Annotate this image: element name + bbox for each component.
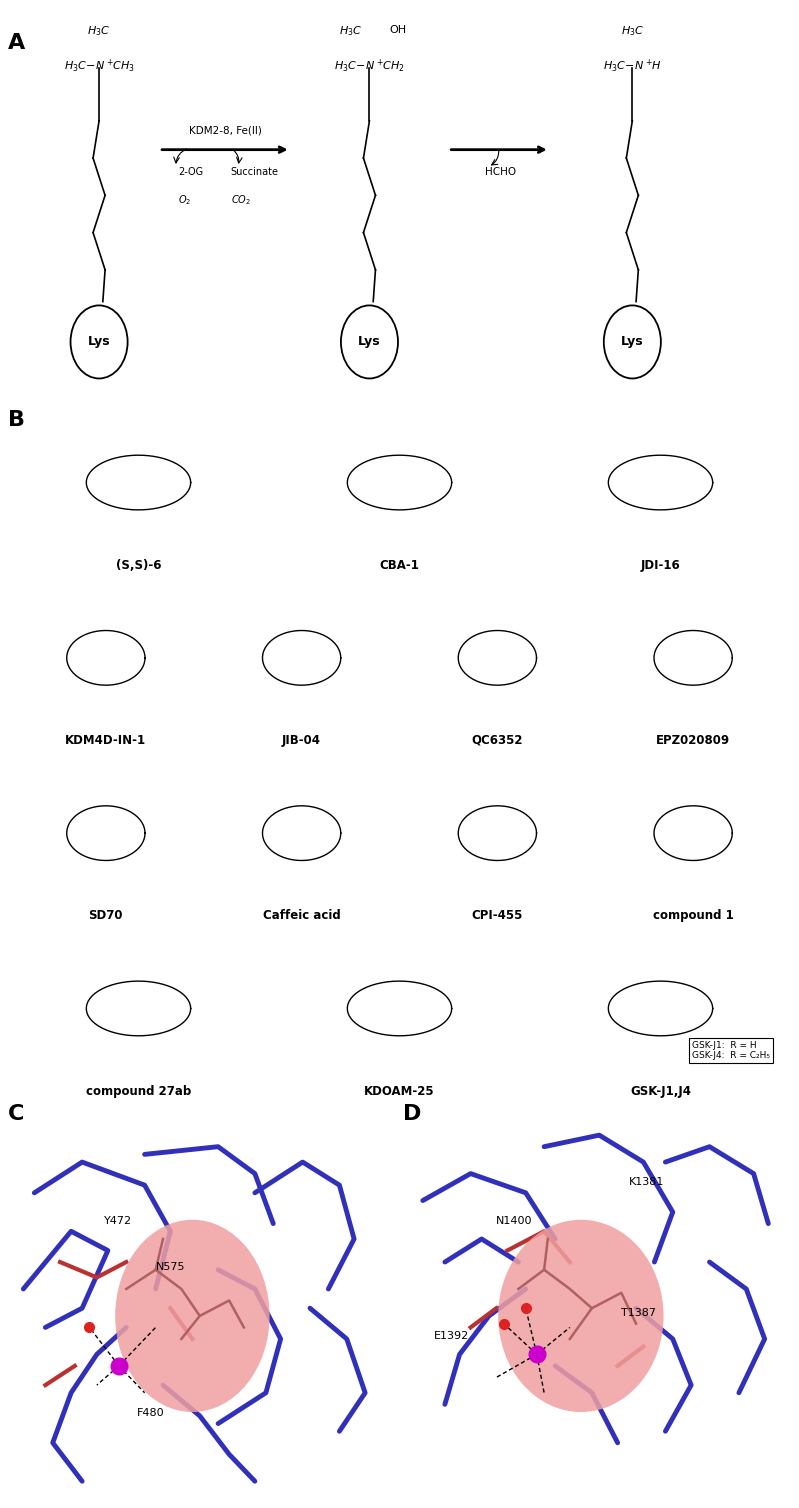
Text: JIB-04: JIB-04 [282,734,321,746]
Text: KDM2-8, Fe(II): KDM2-8, Fe(II) [189,125,262,136]
Text: Caffeic acid: Caffeic acid [263,909,340,923]
Text: $H_3C\!-\!N^+\!H$: $H_3C\!-\!N^+\!H$ [603,59,662,75]
Text: compound 1: compound 1 [653,909,733,923]
Text: EPZ020809: EPZ020809 [656,734,730,746]
Text: E1392: E1392 [434,1332,469,1341]
Text: HCHO: HCHO [485,167,516,176]
Text: K1381: K1381 [629,1178,664,1187]
Text: A: A [8,33,26,53]
Text: CBA-1: CBA-1 [380,558,419,572]
Text: QC6352: QC6352 [471,734,523,746]
Ellipse shape [115,1220,269,1411]
Text: D: D [403,1104,422,1123]
Text: $H_3C$: $H_3C$ [339,24,363,39]
Text: GSK-J1,J4: GSK-J1,J4 [630,1084,691,1098]
Text: OH: OH [389,24,407,35]
Text: Lys: Lys [621,335,644,348]
Text: B: B [8,410,25,430]
Text: KDOAM-25: KDOAM-25 [364,1084,435,1098]
Text: Lys: Lys [358,335,381,348]
Text: KDM4D-IN-1: KDM4D-IN-1 [66,734,146,746]
Text: F480: F480 [137,1408,165,1418]
Text: 2-OG: 2-OG [178,167,203,176]
Text: compound 27ab: compound 27ab [85,1084,191,1098]
Text: Lys: Lys [88,335,110,348]
Text: Y472: Y472 [104,1215,133,1226]
Ellipse shape [499,1220,664,1411]
Text: N575: N575 [156,1262,185,1271]
Text: JDI-16: JDI-16 [641,558,681,572]
Text: CPI-455: CPI-455 [471,909,523,923]
Text: SD70: SD70 [89,909,123,923]
Text: $CO_2$: $CO_2$ [230,193,251,207]
Text: $H_3C\!-\!N^+\!CH_3$: $H_3C\!-\!N^+\!CH_3$ [64,59,134,75]
Text: $H_3C$: $H_3C$ [621,24,644,39]
Text: $O_2$: $O_2$ [178,193,191,207]
Text: (S,S)-6: (S,S)-6 [116,558,161,572]
Text: Succinate: Succinate [230,167,279,176]
Text: T1387: T1387 [622,1307,656,1318]
Text: N1400: N1400 [496,1215,533,1226]
Text: $H_3C$: $H_3C$ [87,24,111,39]
Text: $H_3C\!-\!N^+\!CH_2$: $H_3C\!-\!N^+\!CH_2$ [334,59,405,75]
Text: GSK-J1:  R = H
GSK-J4:  R = C₂H₅: GSK-J1: R = H GSK-J4: R = C₂H₅ [692,1041,769,1060]
Text: C: C [8,1104,24,1123]
